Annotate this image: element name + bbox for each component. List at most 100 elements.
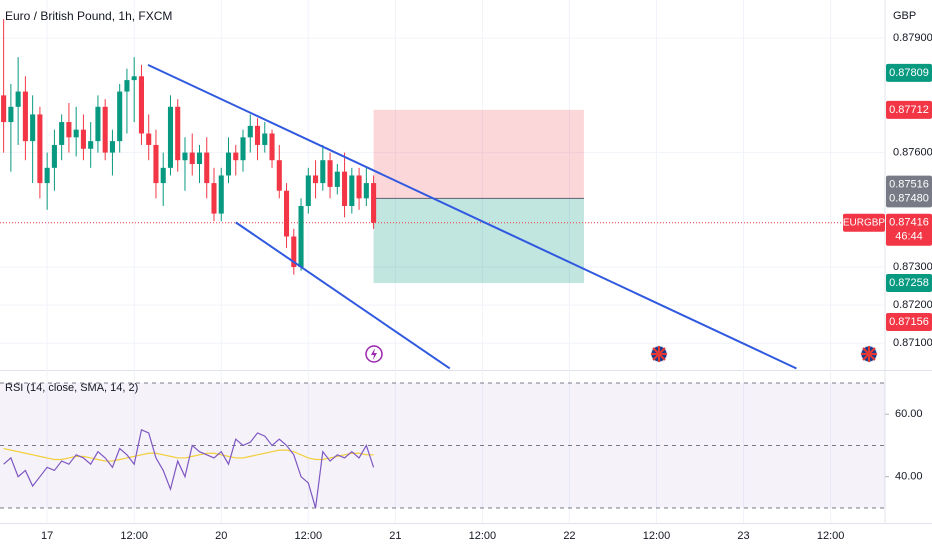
symbol-badge xyxy=(843,213,885,232)
stop-zone xyxy=(373,109,584,199)
candle-body xyxy=(305,175,311,206)
candle-body xyxy=(117,91,123,142)
symbol-label: EURGBP xyxy=(843,217,886,228)
rsi-title: RSI (14, close, SMA, 14, 2) xyxy=(5,382,138,394)
y-tick-label: 0.87100 xyxy=(893,337,932,349)
candle-body xyxy=(298,205,304,268)
candle-body xyxy=(146,133,152,145)
x-tick-label: 21 xyxy=(389,530,401,542)
candle-body xyxy=(80,129,86,149)
trendline xyxy=(147,63,797,370)
candle-body xyxy=(51,144,57,168)
price-badge xyxy=(886,175,932,194)
x-tick-label: 12:00 xyxy=(295,530,323,542)
candle-body xyxy=(254,125,261,145)
candle-body xyxy=(196,152,203,165)
candle-body xyxy=(153,144,159,184)
candle-body xyxy=(167,106,174,168)
x-tick-label: 12:00 xyxy=(120,530,148,542)
x-tick-label: 17 xyxy=(41,530,53,542)
candle-body xyxy=(240,137,246,161)
currency: GBP xyxy=(893,10,916,22)
candle-body xyxy=(1,95,7,123)
candle-body xyxy=(313,175,319,184)
x-tick-label: 23 xyxy=(737,530,749,542)
candle-body xyxy=(291,236,297,268)
candle-body xyxy=(22,91,28,142)
candle-body xyxy=(327,160,333,187)
candle-body xyxy=(225,152,232,176)
candle-body xyxy=(66,122,72,138)
candle-body xyxy=(276,160,282,191)
candle-body xyxy=(131,76,137,81)
candle-body xyxy=(349,175,355,206)
event-icon[interactable] xyxy=(650,345,668,363)
rsi-line xyxy=(3,428,375,509)
x-tick-label: 12:00 xyxy=(469,530,497,542)
candle-body xyxy=(283,190,290,237)
candle-body xyxy=(109,141,115,153)
price-badge-label: 0.87712 xyxy=(889,104,929,116)
candle-body xyxy=(182,152,188,161)
candle-body xyxy=(160,167,166,184)
candle-body xyxy=(204,152,210,184)
candle-body xyxy=(175,106,181,161)
last-price-label: 0.87416 xyxy=(889,217,929,229)
candle-body xyxy=(334,171,340,187)
candle-body xyxy=(124,80,130,92)
rsi-line xyxy=(3,447,374,462)
candle-body xyxy=(44,167,50,184)
price-badge-label: 0.87258 xyxy=(889,277,929,289)
rsi-pane xyxy=(0,382,889,509)
countdown: 46:44 xyxy=(895,231,923,243)
candle-body xyxy=(73,129,79,138)
candle-body xyxy=(262,133,268,145)
x-tick-label: 12:00 xyxy=(643,530,671,542)
price-badge-label: 0.87480 xyxy=(889,192,929,204)
event-icon[interactable] xyxy=(860,345,878,363)
y-tick-label: 0.87900 xyxy=(893,32,932,44)
y-tick-label: 0.87200 xyxy=(893,299,932,311)
trendline xyxy=(235,221,451,370)
x-tick-label: 22 xyxy=(563,530,575,542)
x-tick-label: 12:00 xyxy=(817,530,845,542)
price-badge xyxy=(886,274,932,293)
candle-body xyxy=(247,125,253,138)
price-badge-label: 0.87516 xyxy=(889,179,929,191)
candle-body xyxy=(356,175,362,199)
candle-body xyxy=(102,106,108,153)
labels: 17 12:00 20 12:00 21 12:00 22 12:00 23 12:00 0.879… xyxy=(41,32,932,542)
candle-body xyxy=(189,152,195,165)
event-icon[interactable] xyxy=(365,345,383,363)
candle-body xyxy=(211,183,217,214)
price-pane xyxy=(0,19,885,370)
price-badge xyxy=(886,63,932,82)
y-tick-label: 0.87300 xyxy=(893,261,932,273)
price-badge xyxy=(886,189,932,208)
price-badge xyxy=(886,100,932,119)
target-zone xyxy=(373,198,584,284)
candle-body xyxy=(8,106,14,123)
last-price-badge xyxy=(886,213,932,246)
price-badge xyxy=(886,312,932,331)
candle-body xyxy=(30,114,36,142)
candle-body xyxy=(363,183,369,199)
candle-body xyxy=(233,152,239,161)
candle-body xyxy=(138,76,144,134)
chart-title: Euro / British Pound, 1h, FXCM xyxy=(5,9,172,23)
price-badge-label: 0.87156 xyxy=(889,316,929,328)
candle-body xyxy=(59,122,65,145)
candle-body xyxy=(218,175,224,214)
candle-body xyxy=(95,106,101,142)
candle-body xyxy=(371,183,377,223)
y-tick-label: 0.87600 xyxy=(893,146,932,158)
candle-body xyxy=(88,141,94,149)
candle-body xyxy=(15,91,21,107)
y-tick-label: 60.00 xyxy=(895,408,923,420)
price-badge-label: 0.87809 xyxy=(889,67,929,79)
candle-body xyxy=(342,171,348,206)
x-tick-label: 20 xyxy=(215,530,227,542)
candle-body xyxy=(320,160,326,184)
